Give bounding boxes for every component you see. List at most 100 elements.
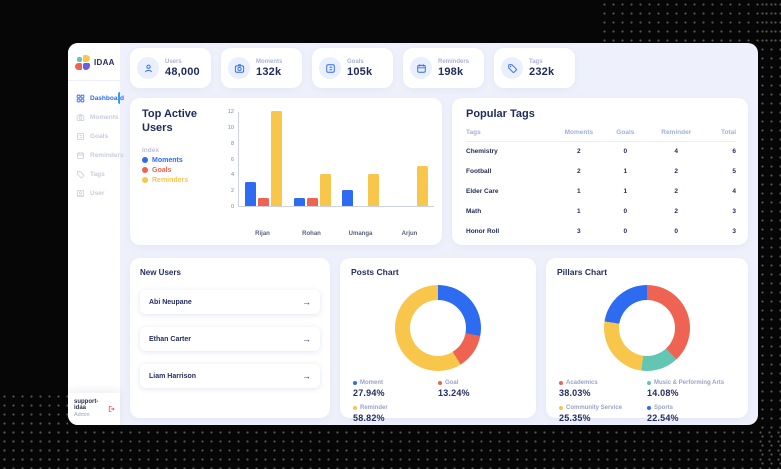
chart-title: Pillars Chart xyxy=(557,267,608,277)
legend-label: Reminder xyxy=(353,405,438,411)
count-cell: 3 xyxy=(577,228,581,236)
legend-entry: Moment 27.94% xyxy=(353,380,438,398)
count-cell: 4 xyxy=(732,188,736,196)
count-cell: 5 xyxy=(732,168,736,176)
top-active-users-card: Top Active Users Index Moments Goals Remin… xyxy=(130,98,442,245)
stat-card-reminders: Reminders 198k xyxy=(403,48,484,88)
stat-label: Users xyxy=(165,58,182,65)
new-user-row[interactable]: Abi Neupane → xyxy=(140,290,320,314)
count-cell: 3 xyxy=(732,228,736,236)
goals-list-icon xyxy=(319,57,341,79)
legend-text: Sports xyxy=(654,405,674,411)
legend-value: 14.08% xyxy=(647,388,679,398)
logout-button[interactable] xyxy=(107,405,115,413)
new-user-name: Ethan Carter xyxy=(149,335,192,343)
bar-chart-legend: Moments Goals Reminders xyxy=(142,157,222,184)
bar-reminders xyxy=(319,174,331,206)
x-tick-label: Rohan xyxy=(302,231,321,237)
new-user-row[interactable]: Liam Harrison → xyxy=(140,364,320,388)
background-dot-pattern xyxy=(0,428,781,469)
bar-goals xyxy=(257,198,269,206)
app-logo: IDAA xyxy=(68,43,120,80)
legend-dot xyxy=(142,177,148,183)
new-users-list: Abi Neupane → Ethan Carter → Liam Harrison → xyxy=(140,290,320,388)
chart-title: Top Active Users xyxy=(142,108,198,134)
popular-tags-card: Popular Tags Tags Moments Goals Reminder Tot… xyxy=(452,98,748,245)
user-badge-icon xyxy=(77,190,84,197)
sidebar-item-reminders[interactable]: Reminders xyxy=(68,146,124,165)
legend-item: Reminders xyxy=(142,177,222,184)
sidebar-item-user[interactable]: User xyxy=(68,184,120,203)
arrow-right-icon[interactable]: → xyxy=(302,296,311,307)
background-dot-pattern xyxy=(600,0,781,43)
table-row: Elder Care 1 1 2 4 xyxy=(466,182,736,202)
stat-value: 232k xyxy=(529,65,555,78)
account-role: Admin xyxy=(74,412,90,418)
legend-text: Music & Performing Arts xyxy=(654,380,725,386)
arrow-right-icon[interactable]: → xyxy=(302,333,311,344)
stat-card-goals: Goals 105k xyxy=(312,48,393,88)
legend-label: Music & Performing Arts xyxy=(647,380,735,386)
plot-area xyxy=(238,111,434,207)
legend-dot xyxy=(142,167,148,173)
legend-dot xyxy=(647,406,651,410)
arrow-right-icon[interactable]: → xyxy=(302,370,311,381)
bar-moments xyxy=(244,182,256,206)
legend-value: 58.82% xyxy=(353,413,385,423)
stat-label: Tags xyxy=(529,58,543,65)
count-cell: 1 xyxy=(623,188,628,196)
count-cell: 6 xyxy=(732,148,736,156)
background-dot-pattern xyxy=(758,0,781,469)
tag-name-cell: Math xyxy=(466,208,482,216)
legend-dot xyxy=(647,381,651,385)
main-content: Users 48,000 Moments 132k Goals xyxy=(120,43,758,425)
column-header: Total xyxy=(720,128,736,136)
legend-label: Goals xyxy=(152,166,172,174)
account-username: support-idaa xyxy=(74,399,99,411)
legend-dot xyxy=(438,381,442,385)
y-axis: 0 2 4 6 8 10 12 xyxy=(222,109,238,210)
sidebar-nav: Dashboard Moments Goals Reminders xyxy=(68,89,124,203)
y-tick-label: 8 xyxy=(230,140,234,147)
stat-value: 105k xyxy=(347,65,373,78)
column-header: Moments xyxy=(564,128,594,136)
dashboard-icon xyxy=(76,94,85,103)
list-title: New Users xyxy=(140,268,181,277)
count-cell: 0 xyxy=(623,148,628,156)
x-tick-label: Rijan xyxy=(255,231,270,237)
sidebar-item-dashboard[interactable]: Dashboard xyxy=(68,89,124,108)
legend-entry: Academics 38.03% xyxy=(559,380,647,398)
tag-icon xyxy=(501,57,523,79)
legend-label: Community Service xyxy=(559,405,647,411)
count-cell: 1 xyxy=(623,168,628,176)
tag-name-cell: Chemistry xyxy=(466,148,498,156)
tag-icon xyxy=(77,171,85,179)
table-row: Football 2 1 2 5 xyxy=(466,162,736,182)
table-row: Chemistry 2 0 4 6 xyxy=(466,142,736,162)
y-tick-label: 6 xyxy=(230,156,234,163)
stat-label: Reminders xyxy=(438,58,470,65)
table-row: Math 1 0 2 3 xyxy=(466,202,736,222)
active-indicator xyxy=(117,92,120,104)
count-cell: 3 xyxy=(732,208,736,216)
legend-label: Moment xyxy=(353,380,438,386)
sidebar-item-tags[interactable]: Tags xyxy=(68,165,120,184)
legend-entry: Reminder 58.82% xyxy=(353,405,438,423)
bar-group xyxy=(288,112,337,206)
legend-entry: Goal 13.24% xyxy=(438,380,523,398)
logout-icon xyxy=(108,405,115,412)
background-dot-pattern xyxy=(0,392,68,469)
new-user-name: Abi Neupane xyxy=(149,298,192,306)
sidebar-item-goals[interactable]: Goals xyxy=(68,127,120,146)
stat-card-moments: Moments 132k xyxy=(221,48,302,88)
new-user-row[interactable]: Ethan Carter → xyxy=(140,327,320,351)
tag-name-cell: Honor Roll xyxy=(466,228,500,236)
stat-card-tags: Tags 232k xyxy=(494,48,575,88)
camera-icon xyxy=(76,114,85,121)
sidebar-item-moments[interactable]: Moments xyxy=(68,108,120,127)
dashboard-app-window: IDAA Dashboard Moments xyxy=(68,43,758,425)
bar-moments xyxy=(293,198,305,206)
users-icon xyxy=(137,57,159,79)
legend-text: Moment xyxy=(360,380,383,386)
calendar-icon xyxy=(410,57,432,79)
